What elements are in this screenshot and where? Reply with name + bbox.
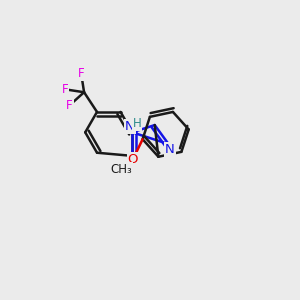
Text: CH₃: CH₃ [110, 163, 132, 176]
Text: N: N [125, 120, 135, 133]
Text: N: N [165, 143, 175, 157]
Text: O: O [128, 153, 138, 166]
Text: F: F [66, 99, 73, 112]
Text: F: F [78, 67, 84, 80]
Text: H: H [133, 117, 141, 130]
Text: F: F [61, 83, 68, 96]
